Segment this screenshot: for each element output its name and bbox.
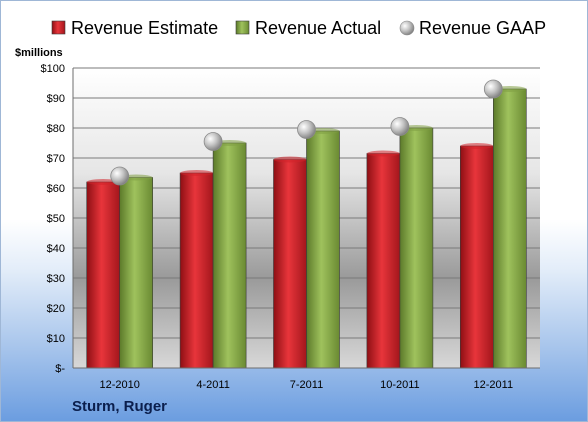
x-tick-label: 12-2010: [100, 379, 140, 391]
x-tick-label: 7-2011: [290, 379, 323, 391]
x-tick-label: 10-2011: [380, 379, 420, 391]
y-tick-label: $70: [47, 153, 65, 165]
legend-label: Revenue Estimate: [71, 18, 218, 38]
legend-swatch-revenue-actual: [235, 20, 250, 35]
y-tick-label: $30: [47, 273, 65, 285]
y-tick-label: $100: [41, 63, 65, 75]
bar-top-highlight: [366, 150, 400, 157]
point-revenue-gaap: [483, 79, 503, 99]
x-tick-label: 12-2011: [474, 379, 514, 391]
legend-swatch-revenue-gaap: [399, 20, 415, 36]
bar-revenue-actual: [212, 142, 247, 369]
bar-revenue-actual: [306, 130, 340, 369]
company-name: Sturm, Ruger: [72, 398, 168, 415]
y-tick-label: $20: [47, 303, 65, 315]
bar-revenue-actual: [492, 88, 527, 369]
y-tick-label: $10: [47, 333, 65, 345]
point-revenue-gaap: [110, 166, 130, 186]
bar-revenue-estimate: [366, 153, 401, 369]
legend-label: Revenue GAAP: [419, 18, 546, 38]
y-axis-unit-label: $millions: [15, 47, 63, 59]
point-revenue-gaap: [297, 120, 316, 139]
legend-label: Revenue Actual: [255, 18, 381, 38]
y-tick-label: $80: [47, 123, 65, 135]
bar-top-highlight: [180, 170, 214, 176]
point-revenue-gaap: [203, 132, 223, 151]
bar-revenue-estimate: [179, 172, 214, 369]
y-tick-label: $40: [47, 243, 65, 255]
bar-revenue-estimate: [273, 159, 307, 369]
y-tick-label: $50: [47, 213, 65, 225]
x-tick-label: 4-2011: [196, 379, 229, 391]
bar-revenue-actual: [399, 127, 434, 369]
legend-swatch-revenue-estimate: [51, 20, 66, 35]
bar-revenue-estimate: [459, 145, 494, 369]
y-tick-label: $60: [47, 183, 65, 195]
bar-top-highlight: [460, 143, 494, 149]
bar-top-highlight: [273, 156, 307, 163]
y-tick-label: $-: [55, 363, 65, 375]
y-tick-label: $90: [47, 93, 65, 105]
point-revenue-gaap: [390, 117, 410, 136]
bar-revenue-estimate: [86, 181, 120, 369]
bar-revenue-actual: [119, 177, 153, 369]
